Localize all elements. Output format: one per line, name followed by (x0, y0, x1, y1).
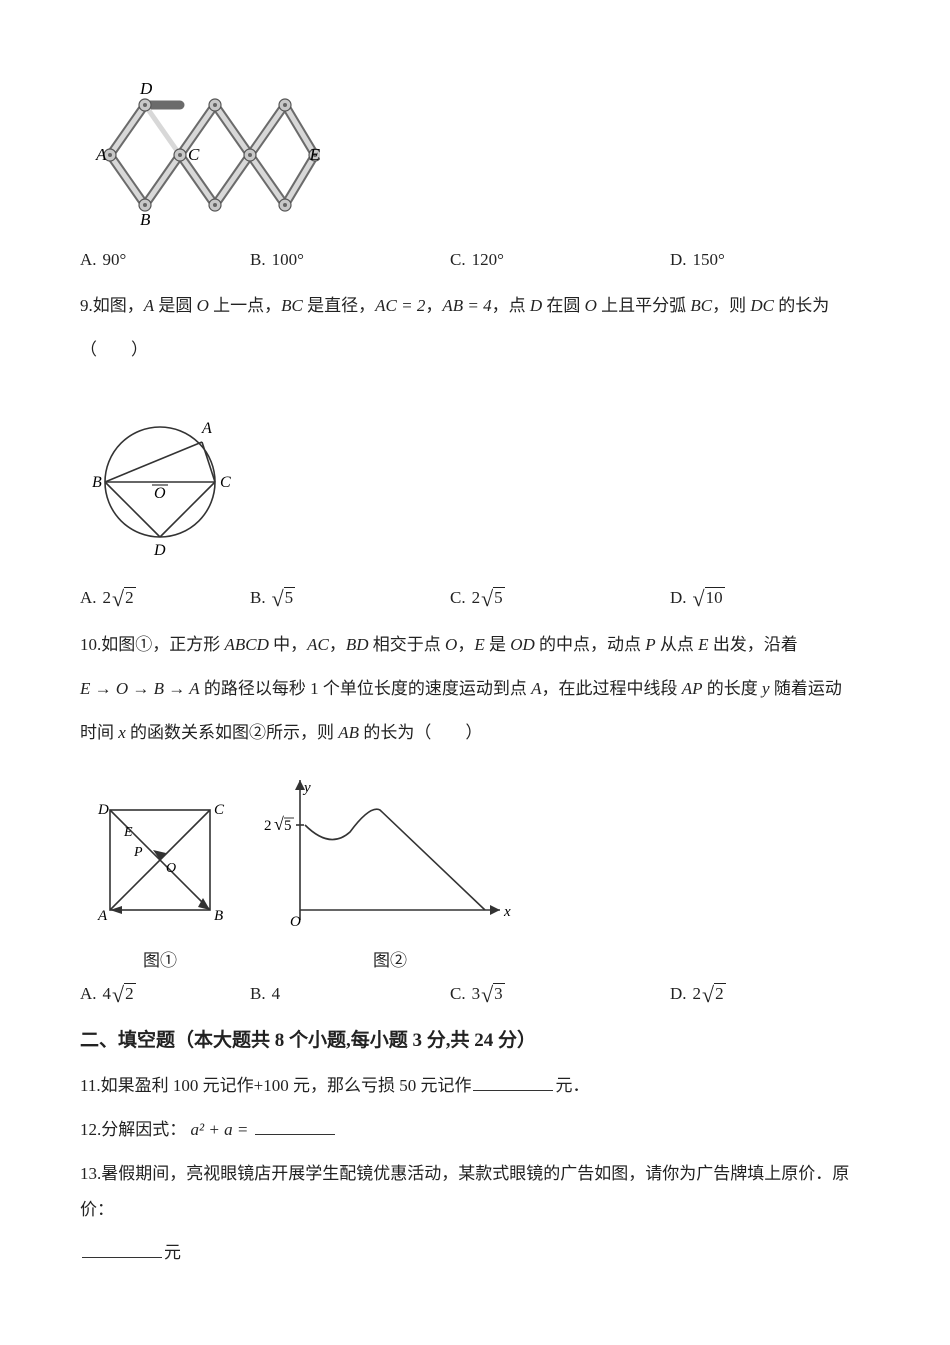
svg-text:A: A (97, 908, 108, 924)
q11: 11.如果盈利 100 元记作+100 元，那么亏损 50 元记作元． (80, 1068, 870, 1104)
q10-fig2-caption: 图② (260, 946, 520, 971)
q8-option-D[interactable]: D. 150° (670, 250, 870, 270)
svg-text:O: O (166, 861, 176, 876)
q9-text: 9.如图，A 是圆 O 上一点，BC 是直径，AC = 2，AB = 4，点 D… (80, 288, 870, 324)
q8-option-B[interactable]: B. 100° (250, 250, 450, 270)
section-2-title: 二、填空题（本大题共 8 个小题,每小题 3 分,共 24 分） (80, 1025, 870, 1052)
q13-line2: 元 (80, 1235, 870, 1271)
q9-figure: A B C D O (90, 407, 870, 567)
svg-text:x: x (503, 904, 511, 920)
svg-text:O: O (290, 914, 301, 930)
svg-text:C: C (214, 802, 225, 818)
q10-options: A. 4 √2 B. 4 C. 3 √3 D. 2 √2 (80, 983, 870, 1005)
q8-option-A[interactable]: A. 90° (80, 250, 250, 270)
q10-line1: 10.如图①，正方形 ABCD 中，AC，BD 相交于点 O，E 是 OD 的中… (80, 627, 870, 663)
q12: 12.分解因式： a² + a = (80, 1112, 870, 1148)
q9-option-A[interactable]: A. 2 √2 (80, 587, 250, 609)
q9-option-C[interactable]: C. 2 √5 (450, 587, 670, 609)
q9-paren: （ ） (80, 332, 870, 368)
q13: 13.暑假期间，亮视眼镜店开展学生配镜优惠活动，某款式眼镜的广告如图，请你为广告… (80, 1156, 870, 1227)
svg-text:√: √ (274, 814, 284, 834)
q9-option-B[interactable]: B. √5 (250, 587, 450, 609)
q8-option-C[interactable]: C. 120° (450, 250, 670, 270)
svg-text:y: y (302, 780, 311, 796)
q8-figure: A B C D E (90, 80, 870, 230)
q8-scissor-svg: A B C D E (90, 80, 320, 230)
q10-option-A[interactable]: A. 4 √2 (80, 983, 250, 1005)
q10-option-B[interactable]: B. 4 (250, 983, 450, 1005)
q10-option-C[interactable]: C. 3 √3 (450, 983, 670, 1005)
svg-text:A: A (201, 420, 212, 437)
svg-text:5: 5 (284, 818, 292, 834)
q9-circle-svg: A B C D O (90, 407, 240, 567)
q11-blank[interactable] (473, 1090, 553, 1091)
q10-fig1-caption: 图① (90, 946, 230, 971)
q9-options: A. 2 √2 B. √5 C. 2 √5 D. √10 (80, 587, 870, 609)
q10-figure2: y x O 2 √ 5 图② (260, 770, 520, 971)
q10-figure1: D C A B O E P 图① (90, 790, 230, 971)
q12-blank[interactable] (255, 1134, 335, 1135)
q10-line3: 时间 x 的函数关系如图②所示，则 AB 的长为（ ） (80, 715, 870, 751)
q10-line2: E → O → B → A 的路径以每秒 1 个单位长度的速度运动到点 A，在此… (80, 671, 870, 707)
q8-label-C: C (188, 145, 200, 164)
svg-text:O: O (154, 485, 166, 502)
q10-option-D[interactable]: D. 2 √2 (670, 983, 870, 1005)
q10-figures: D C A B O E P 图① (90, 770, 870, 971)
q13-blank[interactable] (82, 1257, 162, 1258)
svg-text:C: C (220, 474, 231, 491)
exam-page: A B C D E A. 90° B. 100° C. 120° D. 150°… (0, 0, 950, 1345)
svg-text:B: B (92, 474, 102, 491)
q9-option-D[interactable]: D. √10 (670, 587, 870, 609)
svg-text:B: B (214, 908, 223, 924)
q8-options: A. 90° B. 100° C. 120° D. 150° (80, 250, 870, 270)
q8-label-A: A (95, 145, 107, 164)
svg-text:D: D (153, 542, 166, 559)
svg-text:2: 2 (264, 818, 272, 834)
svg-text:D: D (97, 802, 109, 818)
q8-label-D: D (139, 80, 153, 98)
svg-text:P: P (133, 845, 143, 860)
q8-label-E: E (309, 145, 320, 164)
svg-text:E: E (123, 825, 133, 840)
q8-label-B: B (140, 210, 151, 229)
